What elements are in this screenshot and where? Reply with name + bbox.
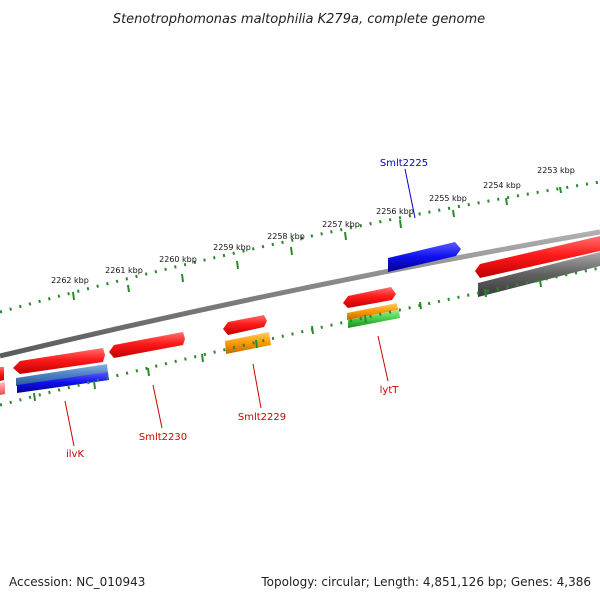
major-tick-marks bbox=[72, 186, 562, 301]
tick-label: 2254 kbp bbox=[483, 181, 521, 190]
cds-arrow bbox=[109, 332, 185, 358]
callout-line-lytt bbox=[377, 335, 389, 382]
gene-labels: Smlt2225 lytT Smlt2229 Smlt2230 ilvK bbox=[66, 158, 428, 460]
tick-label: 2256 kbp bbox=[376, 207, 414, 216]
gene-label-smlt2225: Smlt2225 bbox=[380, 158, 428, 169]
gene-label-lytt: lytT bbox=[380, 385, 400, 396]
cds-arrow bbox=[0, 367, 4, 381]
tick-label: 2258 kbp bbox=[267, 232, 305, 241]
map-title: Stenotrophomonas maltophilia K279a, comp… bbox=[113, 12, 485, 27]
cds-bar-orange bbox=[225, 332, 271, 354]
reverse-strand-features bbox=[0, 252, 600, 395]
callout-line-smlt2229 bbox=[252, 363, 262, 409]
cds-bar-green bbox=[348, 310, 400, 328]
tick-labels: 2253 kbp 2254 kbp 2255 kbp 2256 kbp 2257… bbox=[51, 166, 575, 285]
callout-line-smlt2230 bbox=[152, 384, 163, 429]
cds-arrow bbox=[343, 287, 396, 308]
cds-bar-gray bbox=[478, 252, 600, 297]
callout-line-ilvk bbox=[64, 400, 75, 447]
inner-major-ticks bbox=[33, 279, 542, 402]
gene-label-smlt2230: Smlt2230 bbox=[139, 432, 187, 443]
gene-label-ilvk: ilvK bbox=[66, 449, 84, 460]
tick-label: 2262 kbp bbox=[51, 276, 89, 285]
cds-bar-blue bbox=[17, 372, 109, 393]
cds-bar-orange bbox=[347, 303, 398, 320]
cds-bar-steel bbox=[16, 364, 108, 386]
tick-label: 2255 kbp bbox=[429, 194, 467, 203]
tick-label: 2261 kbp bbox=[105, 266, 143, 275]
callout-lines bbox=[64, 168, 416, 447]
cds-arrow bbox=[223, 315, 267, 335]
forward-strand-features bbox=[0, 236, 600, 381]
tick-label: 2253 kbp bbox=[537, 166, 575, 175]
cds-bar-pink bbox=[0, 382, 5, 395]
topology-summary-text: Topology: circular; Length: 4,851,126 bp… bbox=[260, 575, 591, 589]
cds-smlt2225 bbox=[388, 242, 461, 272]
tick-label: 2257 kbp bbox=[322, 220, 360, 229]
cds-arrow bbox=[13, 348, 105, 374]
tick-label: 2260 kbp bbox=[159, 255, 197, 264]
genome-backbone bbox=[0, 229, 600, 359]
gene-label-smlt2229: Smlt2229 bbox=[238, 412, 286, 423]
callout-line-smlt2225 bbox=[404, 168, 416, 219]
cds-arrow bbox=[475, 236, 600, 278]
accession-text: Accession: NC_010943 bbox=[9, 575, 145, 589]
tick-label: 2259 kbp bbox=[213, 243, 251, 252]
